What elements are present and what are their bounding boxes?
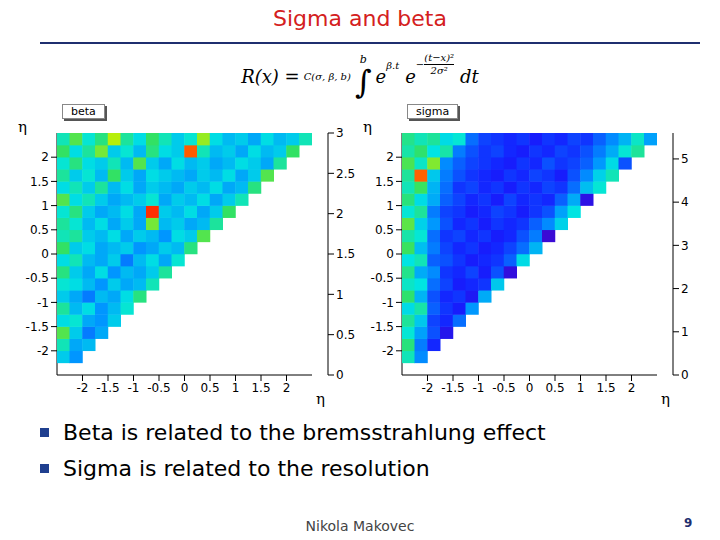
html-text:9: 9 bbox=[684, 516, 693, 530]
html-text:η: η bbox=[661, 390, 670, 408]
html-text:η: η bbox=[18, 118, 27, 136]
svg-text:-1: -1 bbox=[128, 381, 140, 395]
svg-text:0: 0 bbox=[181, 381, 189, 395]
svg-text:0.5: 0.5 bbox=[545, 381, 564, 395]
html-text:(t−x)²: (t−x)² bbox=[424, 52, 455, 63]
svg-text:1: 1 bbox=[336, 288, 344, 302]
svg-text:2: 2 bbox=[681, 282, 689, 296]
svg-text:1: 1 bbox=[386, 199, 394, 213]
svg-text:-1: -1 bbox=[473, 381, 485, 395]
html-text:Sigma and beta: Sigma and beta bbox=[273, 6, 447, 31]
svg-text:2: 2 bbox=[283, 381, 291, 395]
html-text:∫eβ.t e: ∫eβ.t e bbox=[354, 60, 416, 101]
svg-text:1.5: 1.5 bbox=[375, 175, 394, 189]
svg-text:2: 2 bbox=[386, 150, 394, 164]
svg-text:2: 2 bbox=[628, 381, 636, 395]
svg-text:1: 1 bbox=[232, 381, 240, 395]
html-text:η: η bbox=[363, 118, 372, 136]
html-text:η: η bbox=[316, 390, 325, 408]
html-text:b: b bbox=[359, 52, 367, 66]
svg-text:0.5: 0.5 bbox=[200, 381, 219, 395]
svg-text:1.5: 1.5 bbox=[596, 381, 615, 395]
svg-text:1.5: 1.5 bbox=[251, 381, 270, 395]
svg-text:0.5: 0.5 bbox=[375, 223, 394, 237]
svg-text:-1.5: -1.5 bbox=[26, 320, 49, 334]
svg-text:-1.5: -1.5 bbox=[96, 381, 119, 395]
svg-text:0.5: 0.5 bbox=[336, 328, 355, 342]
svg-text:-1: -1 bbox=[382, 296, 394, 310]
svg-text:1.5: 1.5 bbox=[30, 175, 49, 189]
svg-text:-0.5: -0.5 bbox=[26, 271, 49, 285]
svg-text:3: 3 bbox=[336, 126, 344, 140]
svg-text:-1: -1 bbox=[37, 296, 49, 310]
svg-text:3: 3 bbox=[681, 239, 689, 253]
svg-text:2.5: 2.5 bbox=[336, 167, 355, 181]
svg-text:0: 0 bbox=[41, 247, 49, 261]
svg-text:-2: -2 bbox=[37, 344, 49, 358]
html-text:R(x) = C(σ, β, b): R(x) = C(σ, β, b) bbox=[241, 65, 351, 87]
svg-text:1: 1 bbox=[577, 381, 585, 395]
svg-text:0: 0 bbox=[681, 368, 689, 382]
svg-text:-1.5: -1.5 bbox=[441, 381, 464, 395]
svg-text:-2: -2 bbox=[422, 381, 434, 395]
html-text:Beta is related to the bremsst: Beta is related to the bremsstrahlung ef… bbox=[63, 420, 546, 445]
svg-text:-2: -2 bbox=[382, 344, 394, 358]
svg-text:-0.5: -0.5 bbox=[147, 381, 170, 395]
html-text:Sigma is related to the resolu: Sigma is related to the resolution bbox=[63, 456, 430, 481]
svg-text:-2: -2 bbox=[77, 381, 89, 395]
html-text:sigma: sigma bbox=[416, 105, 450, 118]
svg-text:2: 2 bbox=[41, 150, 49, 164]
html-text:Nikola Makovec: Nikola Makovec bbox=[305, 518, 415, 534]
svg-text:0: 0 bbox=[386, 247, 394, 261]
svg-text:-0.5: -0.5 bbox=[492, 381, 515, 395]
svg-text:-1.5: -1.5 bbox=[371, 320, 394, 334]
svg-text:0: 0 bbox=[526, 381, 534, 395]
html-text:beta: beta bbox=[71, 105, 96, 118]
html-text:2σ²: 2σ² bbox=[430, 65, 448, 76]
svg-text:1: 1 bbox=[41, 199, 49, 213]
svg-text:5: 5 bbox=[681, 152, 689, 166]
html-text:dt: dt bbox=[460, 65, 479, 87]
svg-text:1: 1 bbox=[681, 325, 689, 339]
svg-text:0.5: 0.5 bbox=[30, 223, 49, 237]
svg-text:4: 4 bbox=[681, 195, 689, 209]
svg-text:0: 0 bbox=[336, 368, 344, 382]
svg-text:-0.5: -0.5 bbox=[371, 271, 394, 285]
svg-text:2: 2 bbox=[336, 207, 344, 221]
svg-text:1.5: 1.5 bbox=[336, 247, 355, 261]
